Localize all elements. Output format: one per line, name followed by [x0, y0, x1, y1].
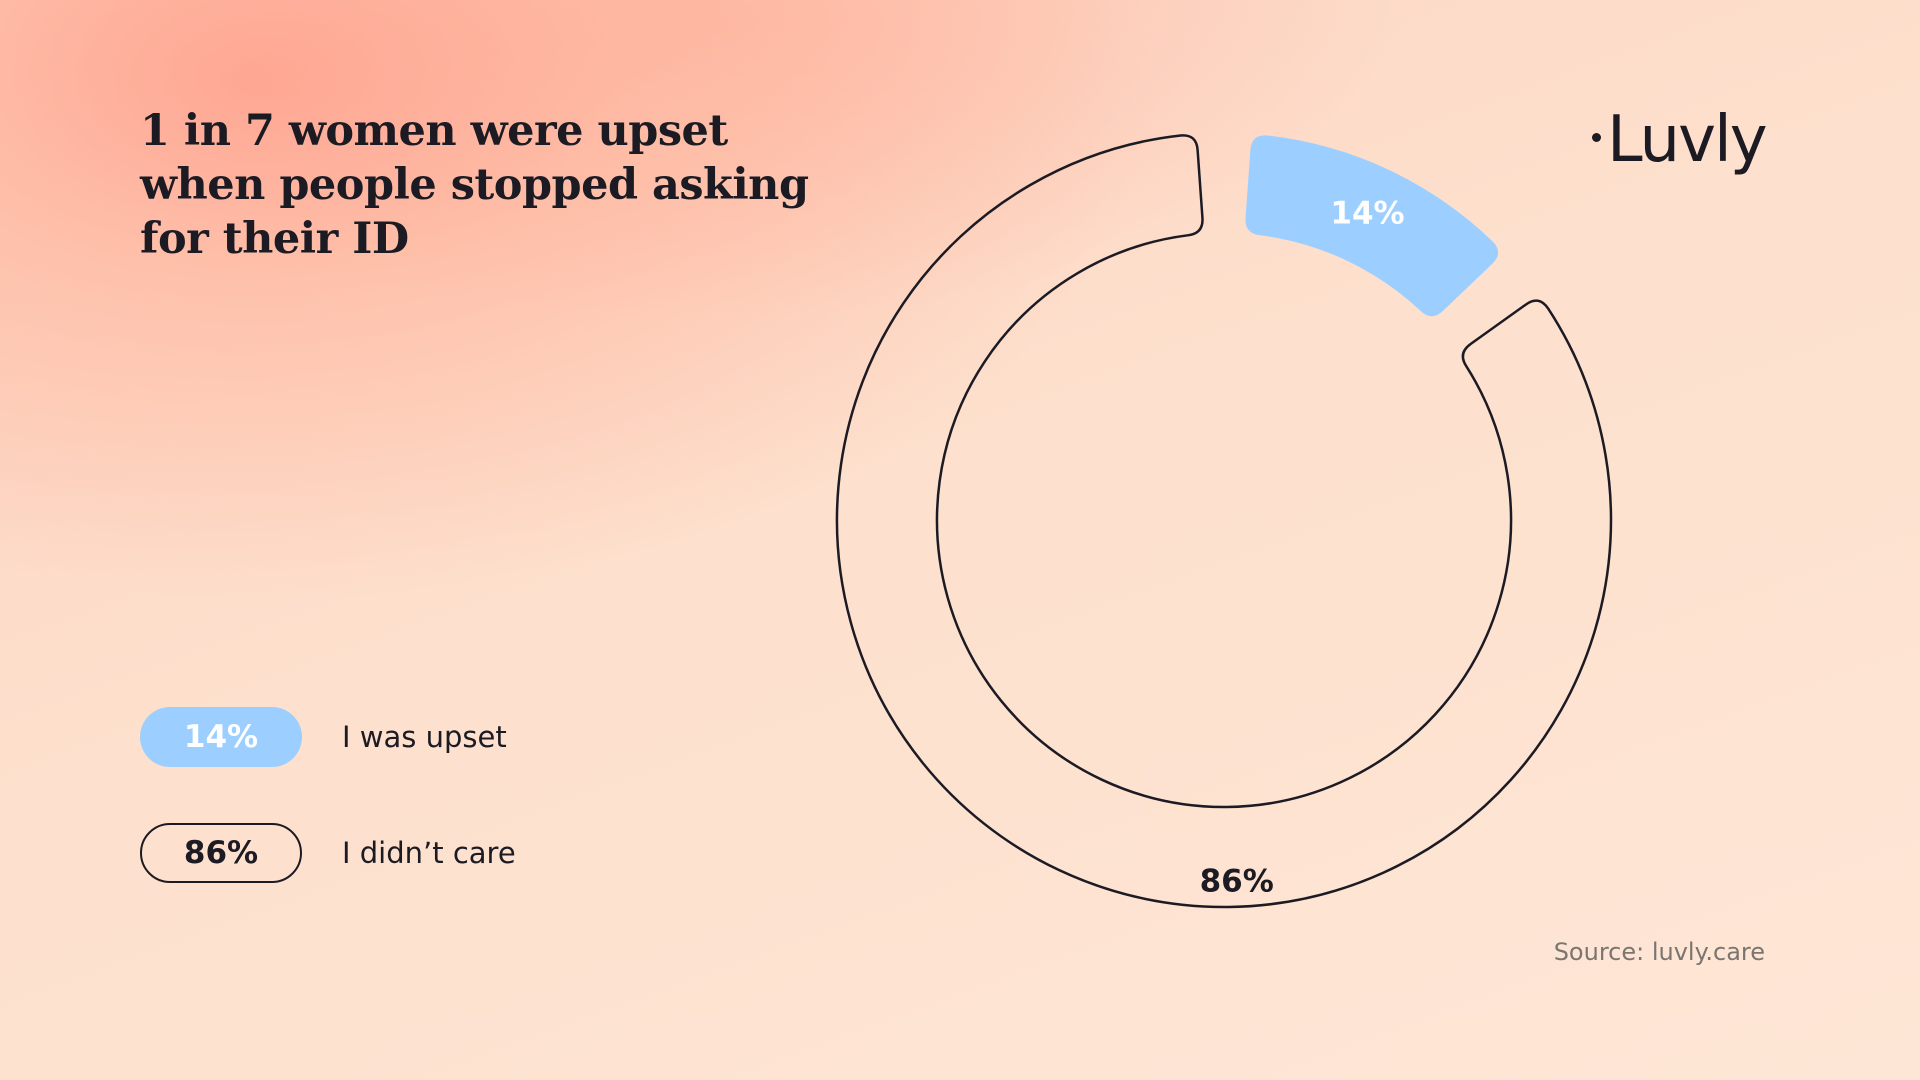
logo-dot-icon: [1592, 132, 1601, 142]
donut-label-upset: 14%: [1330, 196, 1404, 232]
legend-label-didnt-care: I didn’t care: [342, 836, 516, 870]
chart-title: 1 in 7 women were upset when people stop…: [140, 106, 809, 264]
luvly-logo: Luvly: [1592, 100, 1772, 180]
donut-slice-upset: [1245, 135, 1499, 317]
legend-swatch-upset: 14%: [140, 707, 302, 767]
legend-item-upset: 14% I was upset: [140, 706, 507, 768]
legend-swatch-didnt-care: 86%: [140, 823, 302, 883]
legend-label-upset: I was upset: [342, 720, 507, 754]
legend-item-didnt-care: 86% I didn’t care: [140, 822, 516, 884]
donut-label-didnt-care: 86%: [1200, 863, 1274, 899]
logo-text: Luvly: [1607, 103, 1768, 177]
source-note: Source: luvly.care: [1553, 938, 1765, 966]
donut-slice-didnt-care: [835, 134, 1613, 909]
